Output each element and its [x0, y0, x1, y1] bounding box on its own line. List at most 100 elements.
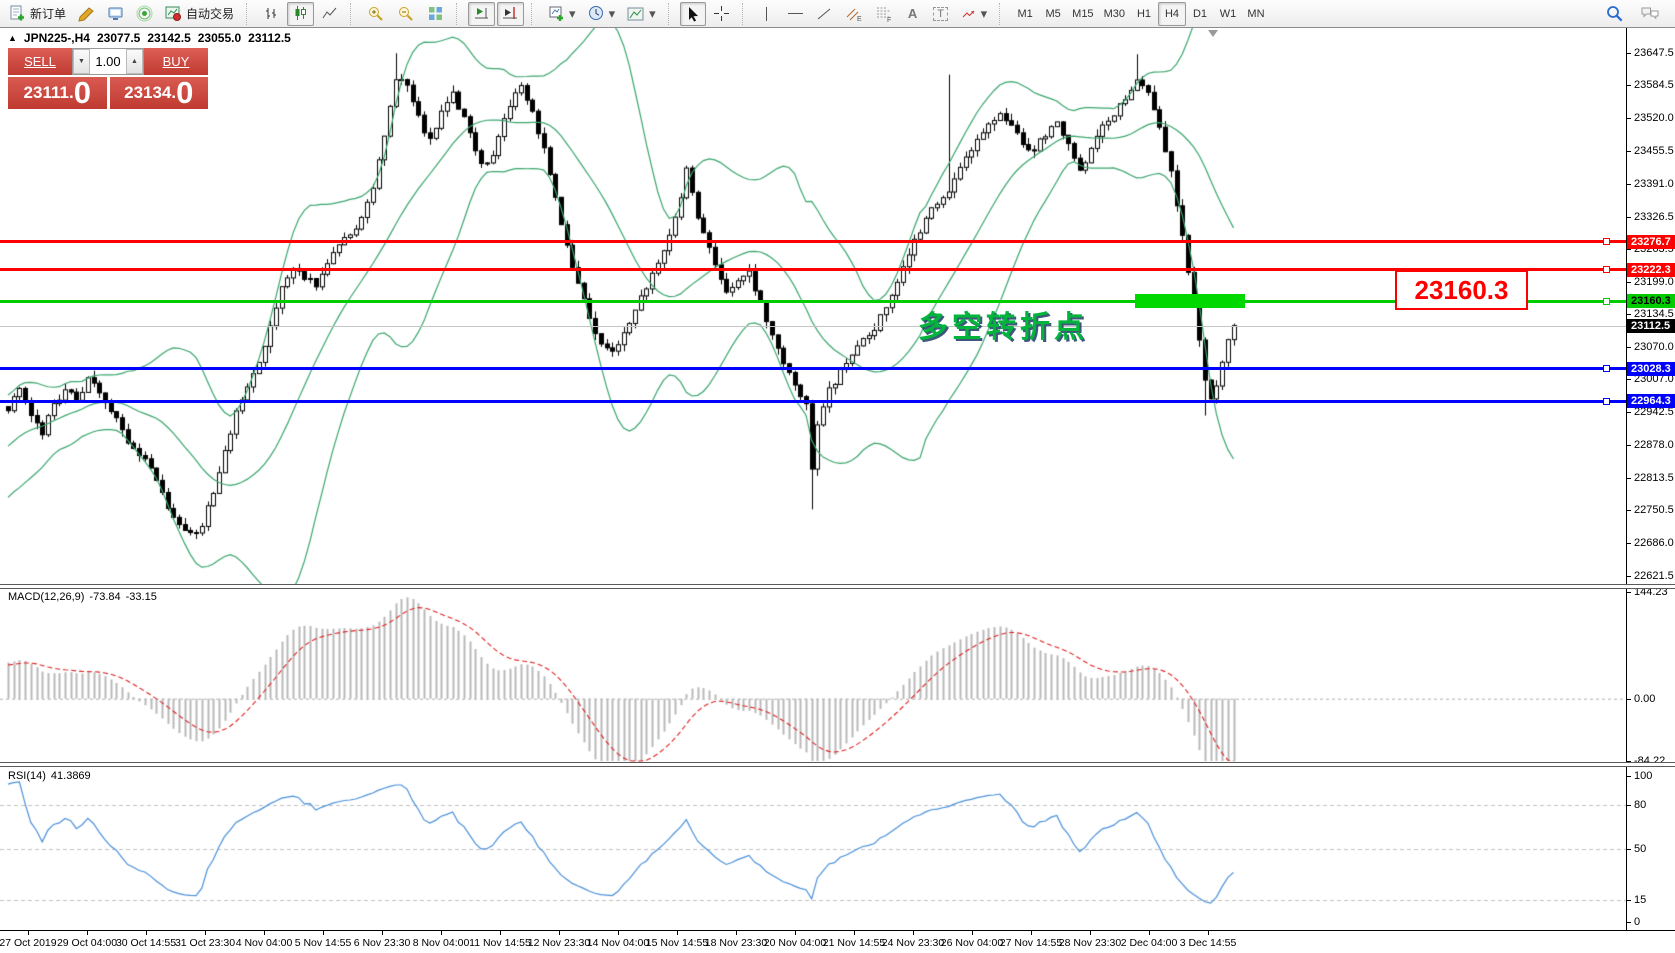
timeframe-button-m5[interactable]: M5 — [1045, 7, 1061, 20]
cursor-button[interactable] — [679, 1, 706, 26]
styler-button[interactable] — [73, 2, 100, 26]
support-highlight-bar[interactable] — [1135, 294, 1245, 309]
signal-icon — [136, 5, 153, 22]
time-tick-label: 31 Oct 23:30 — [174, 937, 236, 949]
zoom-in-button[interactable] — [362, 2, 390, 26]
line-chart-icon — [322, 7, 337, 19]
template-button[interactable]: ▾ — [622, 2, 661, 26]
toolbar-separator — [246, 2, 253, 25]
timeframe-button-w1[interactable]: W1 — [1219, 7, 1237, 20]
volume-decrease-button[interactable]: ▼ — [73, 49, 90, 74]
line-handle-icon[interactable] — [1603, 297, 1610, 305]
price-tick-label: 23455.5 — [1627, 144, 1675, 158]
terminal-button[interactable] — [102, 2, 129, 26]
horizontal-line-22964.3[interactable] — [0, 399, 1626, 403]
toolbar-separator — [999, 2, 1006, 25]
new-order-button[interactable]: 新订单 — [4, 2, 71, 26]
fibonacci-button[interactable]: F — [870, 2, 898, 26]
time-tick — [913, 931, 914, 935]
text-button[interactable]: A — [900, 2, 926, 26]
time-tick-label: 26 Nov 04:00 — [940, 937, 1004, 949]
chevron-down-icon: ▾ — [608, 5, 616, 21]
time-tick — [1149, 931, 1150, 935]
timeframe-button-m1[interactable]: M1 — [1017, 7, 1033, 20]
toolbar-separator — [741, 2, 749, 25]
horizontal-line-23222.3[interactable] — [0, 268, 1626, 272]
auto-trading-label: 自动交易 — [186, 7, 235, 21]
zoom-in-icon — [369, 6, 383, 21]
crayon-icon — [78, 5, 95, 22]
time-tick — [146, 931, 147, 935]
toolbar-right — [1600, 2, 1671, 26]
signal-button[interactable] — [131, 2, 158, 26]
time-tick-label: 30 Oct 14:55 — [115, 937, 177, 949]
timeframe-button-m15[interactable]: M15 — [1072, 7, 1094, 20]
timeframe-button-m30[interactable]: M30 — [1103, 7, 1125, 20]
line-handle-icon[interactable] — [1603, 266, 1610, 274]
panel-collapse-icon[interactable]: ▲ — [8, 33, 17, 43]
line-chart-button[interactable] — [316, 2, 343, 26]
search-button[interactable] — [1600, 2, 1629, 26]
time-tick — [500, 931, 501, 935]
line-handle-icon[interactable] — [1603, 238, 1610, 246]
price-axis[interactable]: 23276.7 23222.3 23160.3 23028.3 22964.3 23112… — [1626, 28, 1675, 930]
bar-chart-button[interactable] — [258, 2, 285, 26]
horizontal-line-button[interactable] — [782, 2, 809, 26]
panel-splitter[interactable] — [0, 584, 1675, 589]
price-tick-label: 23391.0 — [1627, 177, 1675, 191]
crosshair-button[interactable] — [708, 2, 735, 26]
timeframe-group: M1 M5 M15 M30 H1 H4 D1 W1 MN — [1011, 1, 1270, 26]
line-handle-icon[interactable] — [1603, 397, 1610, 405]
horizontal-line-23276.7[interactable] — [0, 240, 1626, 244]
vertical-line-icon — [766, 6, 768, 21]
price-tick-label: 23584.5 — [1627, 78, 1675, 92]
arrows-button[interactable]: ▾ — [956, 2, 993, 26]
horizontal-line-23160.3[interactable] — [0, 299, 1626, 303]
buy-button[interactable]: BUY — [144, 48, 208, 75]
macd-indicator-canvas[interactable] — [0, 589, 1626, 762]
price-tick-label: 23647.5 — [1627, 46, 1675, 60]
price-callout-box[interactable]: 23160.3 — [1395, 270, 1528, 310]
text-label-button[interactable]: T — [928, 2, 954, 26]
time-tick — [795, 931, 796, 935]
axis-price-label-23222.3: 23222.3 — [1627, 262, 1675, 277]
horizontal-line-23028.3[interactable] — [0, 367, 1626, 371]
template-icon — [627, 7, 644, 20]
time-tick — [559, 931, 560, 935]
rsi-tick-label: 15 — [1627, 893, 1675, 907]
community-button[interactable] — [1635, 2, 1665, 26]
period-button[interactable]: ▾ — [583, 2, 621, 26]
rsi-indicator-canvas[interactable] — [0, 767, 1626, 930]
fibonacci-icon: F — [876, 7, 891, 22]
new-chart-button[interactable]: ▾ — [543, 2, 581, 26]
timeframe-button-h1[interactable]: H1 — [1136, 7, 1151, 20]
buy-price-display[interactable]: 23134. 0 — [109, 77, 208, 109]
candlestick-chart-button[interactable] — [287, 1, 315, 26]
timeframe-button-h4[interactable]: H4 — [1157, 1, 1186, 26]
timeframe-button-mn[interactable]: MN — [1247, 7, 1265, 20]
chevron-down-icon: ▾ — [980, 5, 988, 21]
channel-button[interactable]: E — [840, 2, 868, 26]
line-handle-icon[interactable] — [1603, 365, 1610, 373]
sell-price-display[interactable]: 23111. 0 — [8, 77, 107, 109]
time-axis[interactable]: 27 Oct 2019 29 Oct 04:00 30 Oct 14:55 31 Oc… — [0, 930, 1675, 953]
volume-increase-button[interactable]: ▲ — [126, 49, 143, 74]
chart-shift-button[interactable] — [497, 1, 525, 26]
panel-splitter[interactable] — [0, 762, 1675, 767]
trendline-button[interactable] — [811, 2, 838, 26]
macd-signal-value: -33.15 — [125, 591, 157, 603]
auto-trading-button[interactable]: 自动交易 — [160, 2, 239, 26]
volume-value[interactable]: 1.00 — [95, 54, 121, 69]
price-tick-label: 23007.0 — [1627, 372, 1675, 386]
time-tick — [972, 931, 973, 935]
vertical-line-button[interactable] — [754, 2, 780, 26]
price-chart-canvas[interactable] — [0, 28, 1626, 584]
auto-scroll-button[interactable] — [468, 1, 496, 26]
timeframe-button-d1[interactable]: D1 — [1192, 7, 1207, 20]
sell-button[interactable]: SELL — [8, 48, 72, 75]
time-tick-label: 12 Nov 23:30 — [527, 937, 591, 949]
tile-windows-button[interactable] — [422, 2, 449, 26]
auto-trading-icon — [165, 5, 182, 22]
zoom-out-button[interactable] — [392, 2, 420, 26]
time-tick-label: 8 Nov 04:00 — [412, 937, 470, 949]
